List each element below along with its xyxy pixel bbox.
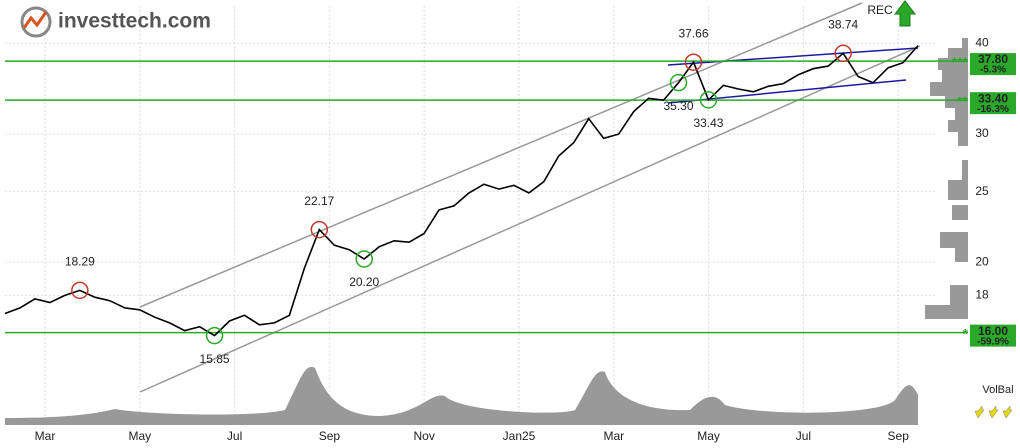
extreme-label: 33.43 [693,116,723,130]
wedge-upper [667,47,919,66]
low-marker [355,250,373,268]
y-tick-label: 18 [975,288,989,302]
high-marker [834,44,852,63]
signal: REC [867,3,893,17]
level-box [970,53,1016,76]
y-tick-label: 25 [975,184,989,198]
extreme-label: 38.74 [828,17,858,31]
x-tick-label: Jul [227,429,242,443]
extreme-label: 37.66 [678,26,708,40]
volume-label: VolBal [982,384,1013,396]
level-box [970,324,1016,347]
y-tick-label: 40 [975,35,989,49]
extreme-label: 18.29 [65,255,95,269]
level-change: -5.3% [980,65,1006,76]
level-stars: *** [952,54,969,70]
level-change: -59.9% [977,336,1009,347]
extreme-label: 22.17 [304,194,334,208]
level-box [970,92,1016,115]
x-tick-label: May [697,429,720,443]
level-stars: ** [957,93,968,109]
x-tick-label: Jan25 [503,429,536,443]
x-tick-label: Sep [319,429,341,443]
extreme-label: 15.85 [200,352,230,366]
level-label: 33.40 [978,91,1008,105]
signal-arrow [893,0,917,27]
volume-arrows [974,405,1013,419]
extreme-label: 20.20 [349,275,379,289]
logo: investtech.com [20,6,211,38]
low-marker [669,73,688,92]
x-tick-label: Mar [603,429,624,443]
price-line [4,45,919,337]
brand: investtech.com [58,10,211,33]
volume-balance [5,366,918,425]
volume-profile [925,38,968,319]
extreme-label: 35.30 [664,99,694,113]
low-marker [205,326,224,345]
high-marker [71,281,89,300]
y-tick-label: 30 [975,126,989,140]
x-tick-label: Mar [35,429,56,443]
x-tick-label: Sep [888,429,910,443]
high-marker [684,53,703,71]
level-change: -16.3% [977,104,1009,115]
high-marker [310,220,329,239]
low-marker [699,91,718,109]
x-tick-label: Jul [796,429,811,443]
x-tick-label: May [128,429,151,443]
level-label: 37.80 [978,52,1008,66]
x-tick-label: Nov [414,429,435,443]
level-label: 16.00 [978,324,1008,338]
trend-channel-upper [139,2,863,308]
level-stars: * [963,325,969,341]
trend-channel-lower [139,45,921,393]
y-tick-label: 20 [975,254,989,268]
